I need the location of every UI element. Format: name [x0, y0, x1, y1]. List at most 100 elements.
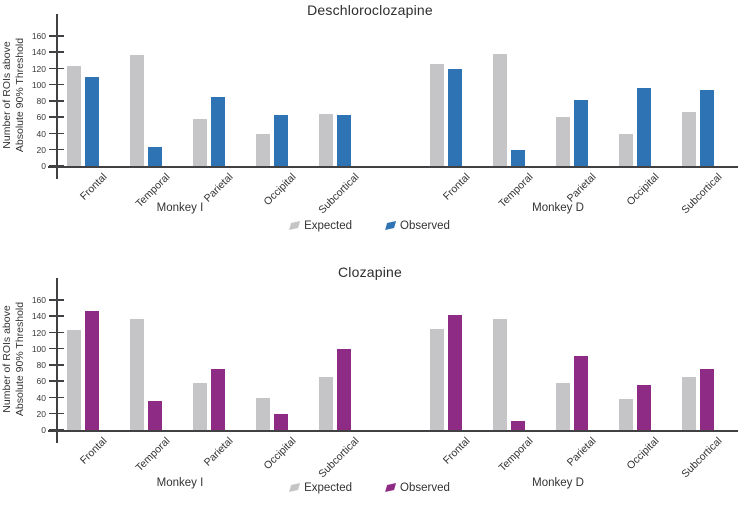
group-label: Monkey I: [156, 477, 204, 489]
y-tick: [49, 132, 64, 135]
expected-swatch-icon: [289, 483, 301, 492]
bar-expected: [556, 117, 570, 166]
legend-item-expected: Expected: [289, 220, 353, 232]
chart-clozapine: Clozapine Number of ROIs above Absolute …: [0, 251, 740, 502]
bar-expected: [619, 133, 633, 166]
bar-observed: [211, 96, 225, 166]
legend-item-expected: Expected: [289, 482, 353, 494]
y-tick: [49, 83, 64, 86]
bar-expected: [130, 318, 144, 430]
x-axis-line: [48, 166, 738, 168]
legend-label: Observed: [400, 220, 450, 232]
legend-label: Expected: [304, 482, 353, 494]
y-tick-label: 100: [31, 343, 46, 354]
y-tick-label: 0: [41, 425, 46, 435]
bar-expected: [130, 54, 144, 166]
y-tick-label: 120: [31, 63, 46, 74]
bar-observed: [337, 114, 351, 166]
bar-expected: [682, 112, 696, 166]
bar-observed: [574, 356, 588, 430]
y-tick: [49, 165, 64, 167]
bar-expected: [256, 134, 270, 166]
y-tick-label: 100: [31, 79, 46, 90]
y-tick: [49, 100, 64, 102]
y-axis-line: [56, 278, 58, 443]
bar-expected: [493, 53, 507, 166]
bar-observed: [274, 114, 288, 166]
bar-observed: [637, 88, 651, 166]
y-tick-label: 140: [31, 311, 46, 322]
y-tick: [49, 148, 64, 151]
legend: Expected Observed: [289, 220, 450, 232]
y-tick-label: 80: [36, 360, 46, 370]
bar-expected: [493, 318, 507, 430]
bar-observed: [511, 421, 525, 430]
bar-observed: [448, 69, 462, 166]
legend-label: Expected: [304, 220, 353, 232]
bar-expected: [682, 377, 696, 430]
legend-label: Observed: [400, 482, 450, 494]
observed-swatch-icon: [385, 221, 397, 230]
y-tick-label: 120: [31, 327, 46, 338]
bar-observed: [700, 369, 714, 430]
bar-expected: [193, 382, 207, 430]
bar-observed: [85, 76, 99, 166]
legend-item-observed: Observed: [385, 482, 450, 494]
bar-expected: [556, 382, 570, 430]
y-axis-line: [56, 14, 58, 179]
bar-observed: [85, 310, 99, 430]
bar-observed: [448, 314, 462, 430]
y-tick-label: 160: [31, 31, 46, 41]
y-tick-label: 20: [36, 144, 46, 155]
y-tick-label: 60: [36, 112, 46, 123]
expected-swatch-icon: [289, 221, 301, 230]
y-tick: [49, 51, 64, 53]
y-tick: [49, 299, 64, 301]
legend: Expected Observed: [289, 482, 450, 494]
y-tick: [49, 380, 64, 382]
bar-expected: [67, 66, 81, 166]
bar-expected: [619, 399, 633, 430]
chart-title: Clozapine: [337, 264, 403, 280]
y-tick: [49, 35, 64, 37]
group-label: Monkey D: [532, 202, 584, 214]
y-tick-label: 0: [41, 161, 46, 171]
bar-observed: [211, 369, 225, 430]
plot-area: 0 20 40 60 80 100 120 140 160 Frontal Temporal Pari…: [0, 0, 740, 251]
bar-expected: [319, 377, 333, 430]
bar-expected: [430, 329, 444, 430]
y-tick: [49, 396, 64, 399]
chart-deschloroclozapine: Deschloroclozapine Number of ROIs above …: [0, 0, 740, 251]
y-tick-label: 160: [31, 295, 46, 305]
bar-expected: [67, 330, 81, 430]
y-tick-label: 40: [36, 392, 46, 403]
group-label: Monkey I: [156, 202, 204, 214]
y-tick: [49, 331, 64, 334]
y-tick-label: 40: [36, 128, 46, 139]
bar-expected: [319, 114, 333, 166]
bar-expected: [256, 398, 270, 430]
y-tick: [49, 364, 64, 366]
chart-title: Deschloroclozapine: [307, 2, 433, 18]
group-label: Monkey D: [532, 477, 584, 489]
bar-observed: [148, 400, 162, 430]
legend-item-observed: Observed: [385, 220, 450, 232]
bar-observed: [574, 100, 588, 166]
bar-observed: [511, 149, 525, 166]
y-tick: [49, 315, 64, 317]
y-tick: [49, 67, 64, 70]
plot-area: 0 20 40 60 80 100 120 140 160 Frontal Temporal Pari…: [0, 251, 740, 502]
y-tick-label: 80: [36, 96, 46, 106]
bar-observed: [274, 413, 288, 430]
y-tick: [49, 412, 64, 415]
bar-observed: [637, 385, 651, 430]
observed-swatch-icon: [385, 483, 397, 492]
y-tick: [49, 429, 64, 431]
bar-expected: [193, 118, 207, 166]
bar-observed: [337, 348, 351, 430]
y-tick: [49, 347, 64, 350]
bar-expected: [430, 64, 444, 166]
y-tick-label: 20: [36, 408, 46, 419]
bar-observed: [700, 90, 714, 166]
y-tick-label: 60: [36, 376, 46, 387]
